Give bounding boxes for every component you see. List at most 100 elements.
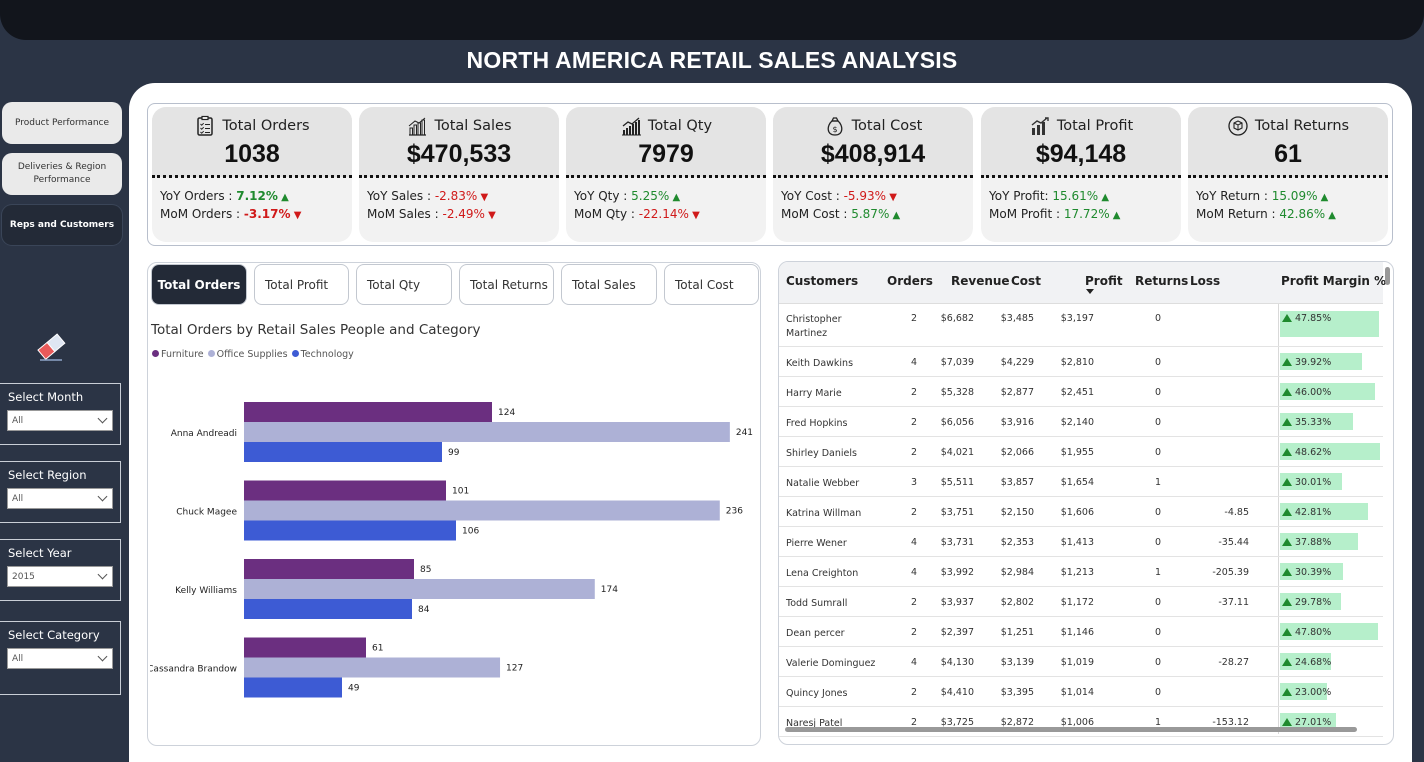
profit-margin-bar [1280,311,1379,337]
table-row[interactable]: Naresj Patel 2 $3,725 $2,872 $1,006 1 -1… [779,707,1383,737]
up-arrow-icon: ▲ [889,210,901,221]
table-row[interactable]: Quincy Jones 2 $4,410 $3,395 $1,014 0 23… [779,677,1383,707]
cell-cost: $4,229 [1000,357,1034,368]
bar-furniture[interactable] [244,637,366,658]
column-header-profit-margin[interactable]: Profit Margin % [1281,274,1387,288]
table-row[interactable]: Valerie Dominguez 4 $4,130 $3,139 $1,019… [779,647,1383,677]
slicer-label: Select Category [8,628,100,642]
chart-legend: Furniture Office Supplies Technology [152,349,354,360]
kpi-title: Total Returns [1254,118,1350,134]
slicer-value: All [12,416,24,426]
chevron-down-icon [97,413,108,424]
cell-loss: -35.44 [1218,537,1249,548]
up-triangle-icon [1282,598,1292,606]
vertical-scrollbar[interactable] [1385,267,1390,285]
column-header-loss[interactable]: Loss [1190,274,1221,288]
legend-item-furniture: Furniture [152,349,204,360]
chart-panel [147,262,761,746]
column-header-profit[interactable]: Profit [1085,274,1123,288]
cell-profit: $1,146 [1060,627,1094,638]
table-row[interactable]: Christopher Martinez 2 $6,682 $3,485 $3,… [779,305,1383,347]
bar-furniture[interactable] [244,480,446,501]
kpi-yoy: YoY Qty : 5.25% ▲ [574,189,681,203]
cell-returns: 0 [1154,357,1161,368]
sort-desc-icon[interactable] [1086,289,1094,294]
cell-returns: 0 [1154,417,1161,428]
bar-office-supplies[interactable] [244,422,730,442]
kpi-title: Total Qty [647,118,713,134]
cell-customer: Pierre Wener [786,538,847,549]
table-row[interactable]: Natalie Webber 3 $5,511 $3,857 $1,654 1 … [779,467,1383,497]
table-row[interactable]: Pierre Wener 4 $3,731 $2,353 $1,413 0 -3… [779,527,1383,557]
table-row[interactable]: Dean percer 2 $2,397 $1,251 $1,146 0 47.… [779,617,1383,647]
bar-office-supplies[interactable] [244,657,501,678]
eraser-icon[interactable] [34,330,68,364]
cell-customer: Naresj Patel [786,718,843,729]
cell-profit: $1,014 [1060,687,1094,698]
table-row[interactable]: Katrina Willman 2 $3,751 $2,150 $1,606 0… [779,497,1383,527]
tab-total-orders[interactable]: Total Orders [151,264,247,305]
column-header-customers[interactable]: Customers [786,274,859,288]
cell-profit: $1,606 [1060,507,1094,518]
nav-reps-customers-button[interactable]: Reps and Customers [2,205,122,245]
cell-profit: $1,955 [1060,447,1094,458]
bar-furniture[interactable] [244,402,492,422]
cell-customer: Fred Hopkins [786,418,848,429]
table-row[interactable]: Lena Creighton 4 $3,992 $2,984 $1,213 1 … [779,557,1383,587]
tab-total-sales[interactable]: Total Sales [561,264,657,305]
tab-total-returns[interactable]: Total Returns [459,264,554,305]
table-header: Customers Orders Revenue Cost Profit Returns L… [779,262,1387,304]
bar-furniture[interactable] [244,559,414,579]
kpi-divider [566,175,766,178]
return-box-icon [1228,116,1248,136]
bar-office-supplies[interactable] [244,579,595,599]
cell-cost: $2,872 [1000,717,1034,728]
cell-profit-margin: 39.92% [1282,357,1331,368]
table-row[interactable]: Todd Sumrall 2 $3,937 $2,802 $1,172 0 -3… [779,587,1383,617]
table-row[interactable]: Keith Dawkins 4 $7,039 $4,229 $2,810 0 3… [779,347,1383,377]
nav-product-performance-button[interactable]: Product Performance [2,102,122,144]
horizontal-scrollbar[interactable] [785,727,1357,732]
bar-office-supplies[interactable] [244,500,720,521]
slicer-dropdown[interactable]: All [7,488,113,509]
cell-returns: 0 [1154,687,1161,698]
bar-technology[interactable] [244,520,456,541]
up-triangle-icon [1282,628,1292,636]
cell-profit-margin: 29.78% [1282,597,1331,608]
slicer-dropdown[interactable]: All [7,648,113,669]
table-row[interactable]: Fred Hopkins 2 $6,056 $3,916 $2,140 0 35… [779,407,1383,437]
kpi-divider [359,175,559,178]
nav-deliveries-region-button[interactable]: Deliveries & Region Performance [2,153,122,195]
profit-margin-bar [1280,593,1341,610]
up-arrow-icon: ▲ [1109,210,1121,221]
bar-technology[interactable] [244,442,442,462]
table-row[interactable]: Shirley Daniels 2 $4,021 $2,066 $1,955 0… [779,437,1383,467]
profit-margin-bar [1280,473,1342,490]
cell-cost: $2,066 [1000,447,1034,458]
column-header-returns[interactable]: Returns [1135,274,1189,288]
bar-technology[interactable] [244,599,412,619]
slicer-dropdown[interactable]: All [7,410,113,431]
profit-margin-bar [1280,713,1336,730]
cell-revenue: $4,410 [940,687,974,698]
up-arrow-icon: ▲ [669,192,681,203]
slicer-dropdown[interactable]: 2015 [7,566,113,587]
table-row[interactable]: Harry Marie 2 $5,328 $2,877 $2,451 0 46.… [779,377,1383,407]
bar-technology[interactable] [244,677,342,698]
data-label: 84 [418,605,430,615]
tab-total-profit[interactable]: Total Profit [254,264,349,305]
tab-total-qty[interactable]: Total Qty [356,264,452,305]
cell-customer: Todd Sumrall [786,598,848,609]
slicer-select-region: Select Region All [0,461,121,523]
column-header-orders[interactable]: Orders [887,274,933,288]
kpi-mom: MoM Profit : 17.72% ▲ [989,207,1121,221]
profit-margin-bar [1280,653,1331,670]
column-header-cost[interactable]: Cost [1011,274,1041,288]
kpi-title-row: Total Qty [566,115,766,137]
column-header-revenue[interactable]: Revenue [951,274,1010,288]
tab-total-cost[interactable]: Total Cost [664,264,759,305]
clipboard-icon [197,115,214,136]
cell-revenue: $3,937 [940,597,974,608]
profit-margin-bar [1280,503,1368,520]
cell-orders: 2 [910,447,917,458]
